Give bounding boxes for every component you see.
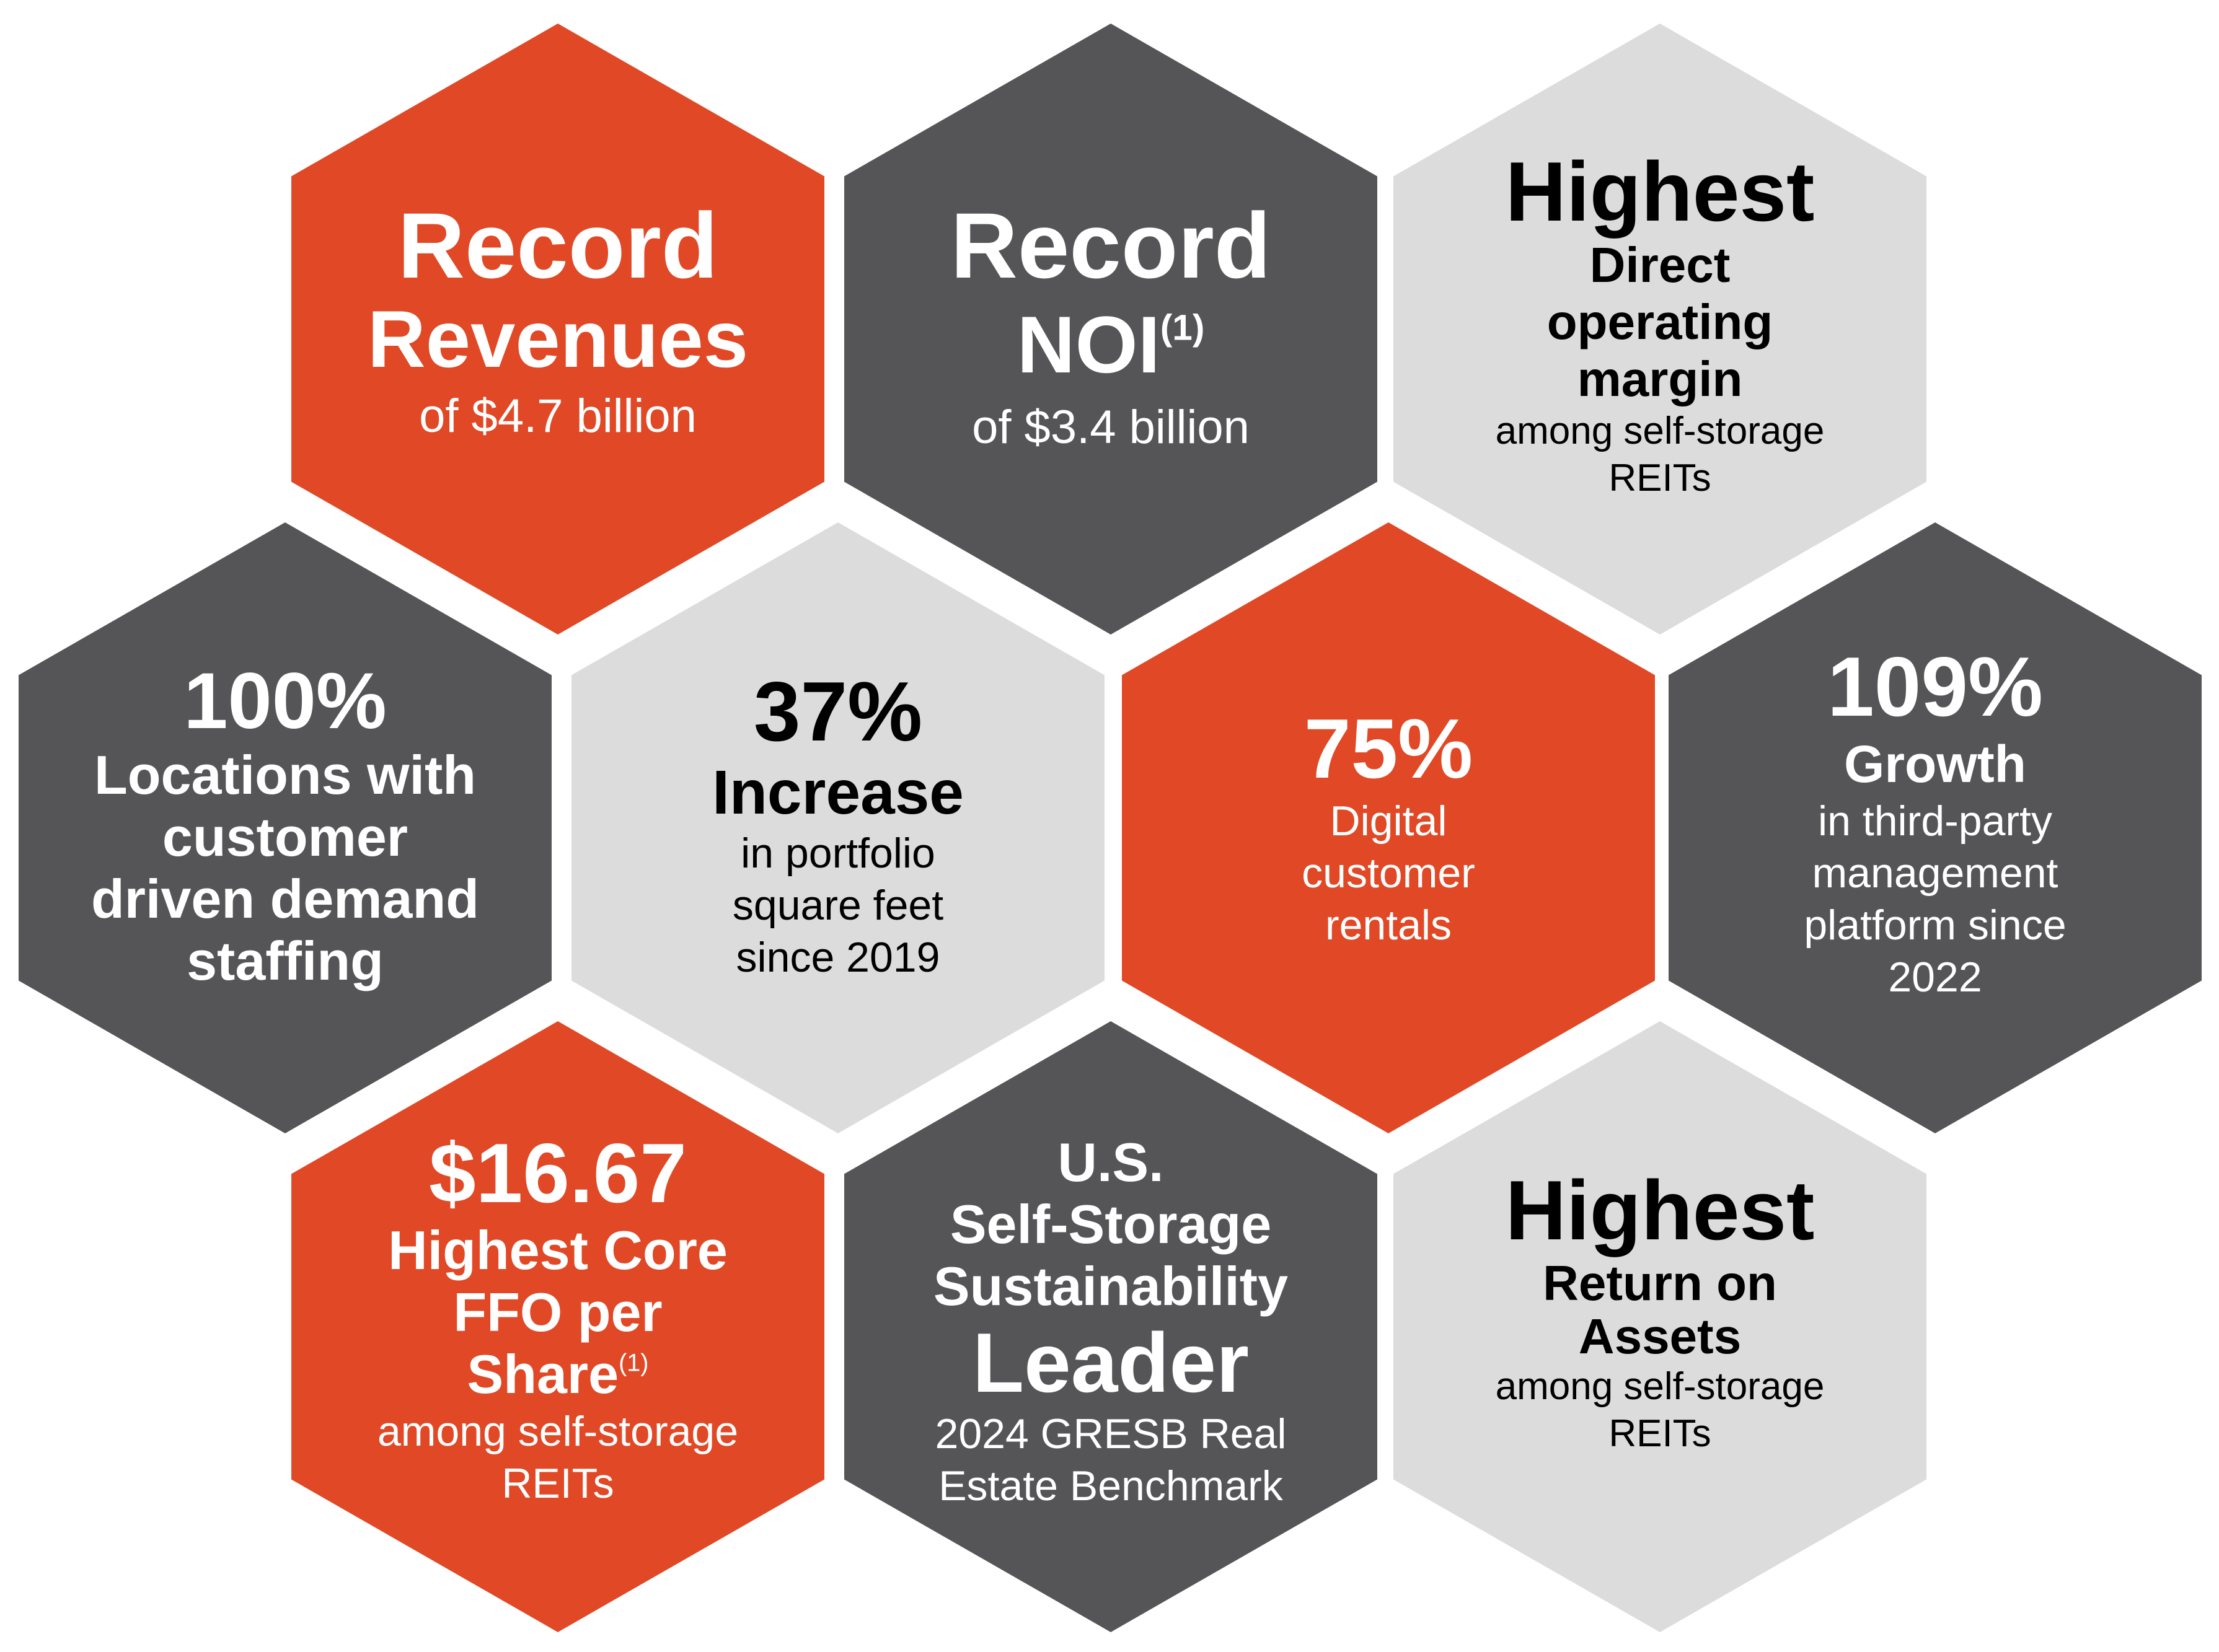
sustainability-heading: Leader [973, 1316, 1249, 1410]
hex-highest-margin: Highest Direct operating margin among se… [1393, 24, 1926, 635]
revenues-value: of $4.7 billion [419, 390, 697, 442]
hex-third-party-growth: 109% Growth in third-party management pl… [1669, 522, 2202, 1133]
margin-context-1: among self-storage [1495, 410, 1825, 452]
sustainability-source-1: 2024 GRESB Real [935, 1410, 1287, 1457]
noi-subheading: NOI(1) [912, 292, 1309, 397]
ffo-footnote: (1) [619, 1349, 649, 1377]
portfolio-line-3: since 2019 [736, 934, 940, 981]
ffo-line-1: Highest Core [388, 1219, 728, 1281]
margin-line-direct: Direct [1589, 237, 1731, 292]
ffo-share-label: Share [467, 1343, 619, 1405]
revenues-heading: Record [397, 193, 718, 297]
noi-footnote: (1) [1160, 307, 1205, 348]
roa-context-2: REITs [1608, 1412, 1711, 1455]
hex-core-ffo: $16.67 Highest Core FFO per Share(1) amo… [291, 1021, 824, 1632]
growth-heading: 109% [1827, 639, 2043, 734]
portfolio-line-2: square feet [732, 882, 944, 929]
portfolio-heading: 37% [753, 664, 923, 758]
ffo-heading: $16.67 [429, 1126, 687, 1220]
growth-subheading: Growth [1844, 735, 2026, 793]
staffing-heading: 100% [183, 657, 387, 745]
margin-context-2: REITs [1608, 457, 1711, 499]
hex-digital-rentals: 75% Digital customer rentals [1122, 522, 1655, 1133]
roa-line-1: Return on [1543, 1255, 1777, 1311]
staffing-line-4: staffing [187, 930, 384, 991]
ffo-line-3: Share(1) [360, 1343, 756, 1405]
digital-line-2: customer [1302, 850, 1475, 897]
hex-portfolio-increase: 37% Increase in portfolio square feet si… [571, 522, 1105, 1133]
digital-line-1: Digital [1330, 797, 1447, 845]
noi-value: of $3.4 billion [972, 401, 1250, 454]
margin-line-margin: margin [1577, 351, 1743, 406]
hex-highest-roa: Highest Return on Assets among self-stor… [1393, 1021, 1926, 1632]
growth-line-1: in third-party [1818, 797, 2052, 845]
sustainability-line-2: Self-Storage [950, 1193, 1272, 1255]
margin-line-operating: operating [1546, 294, 1773, 349]
staffing-line-3: driven demand [91, 868, 479, 929]
growth-line-2: management [1812, 850, 2058, 897]
roa-context-1: among self-storage [1495, 1365, 1825, 1408]
margin-heading: Highest [1505, 144, 1815, 239]
ffo-context-1: among self-storage [377, 1408, 739, 1455]
sustainability-line-3: Sustainability [933, 1255, 1289, 1317]
portfolio-line-1: in portfolio [741, 830, 935, 877]
roa-heading: Highest [1505, 1163, 1815, 1257]
ffo-line-2: FFO per [453, 1281, 663, 1343]
growth-line-3: platform since [1804, 902, 2067, 949]
sustainability-source-2: Estate Benchmark [938, 1462, 1283, 1509]
staffing-line-2: customer [162, 806, 408, 868]
digital-heading: 75% [1304, 701, 1473, 796]
hex-record-revenues: Record Revenues of $4.7 billion [291, 24, 824, 635]
ffo-context-2: REITs [501, 1460, 614, 1507]
hex-locations-staffing: 100% Locations with customer driven dema… [19, 522, 552, 1133]
portfolio-subheading: Increase [712, 758, 964, 827]
staffing-line-1: Locations with [94, 744, 476, 806]
hex-record-noi: Record NOI(1) of $3.4 billion [844, 24, 1377, 635]
digital-line-3: rentals [1325, 902, 1452, 949]
noi-heading: Record [950, 193, 1271, 297]
roa-line-2: Assets [1578, 1309, 1742, 1364]
revenues-subheading: Revenues [367, 294, 749, 384]
growth-line-4: 2022 [1888, 954, 1982, 1001]
noi-label: NOI [1017, 299, 1160, 390]
sustainability-line-1: U.S. [1057, 1131, 1164, 1193]
hex-sustainability-leader: U.S. Self-Storage Sustainability Leader … [844, 1021, 1377, 1632]
